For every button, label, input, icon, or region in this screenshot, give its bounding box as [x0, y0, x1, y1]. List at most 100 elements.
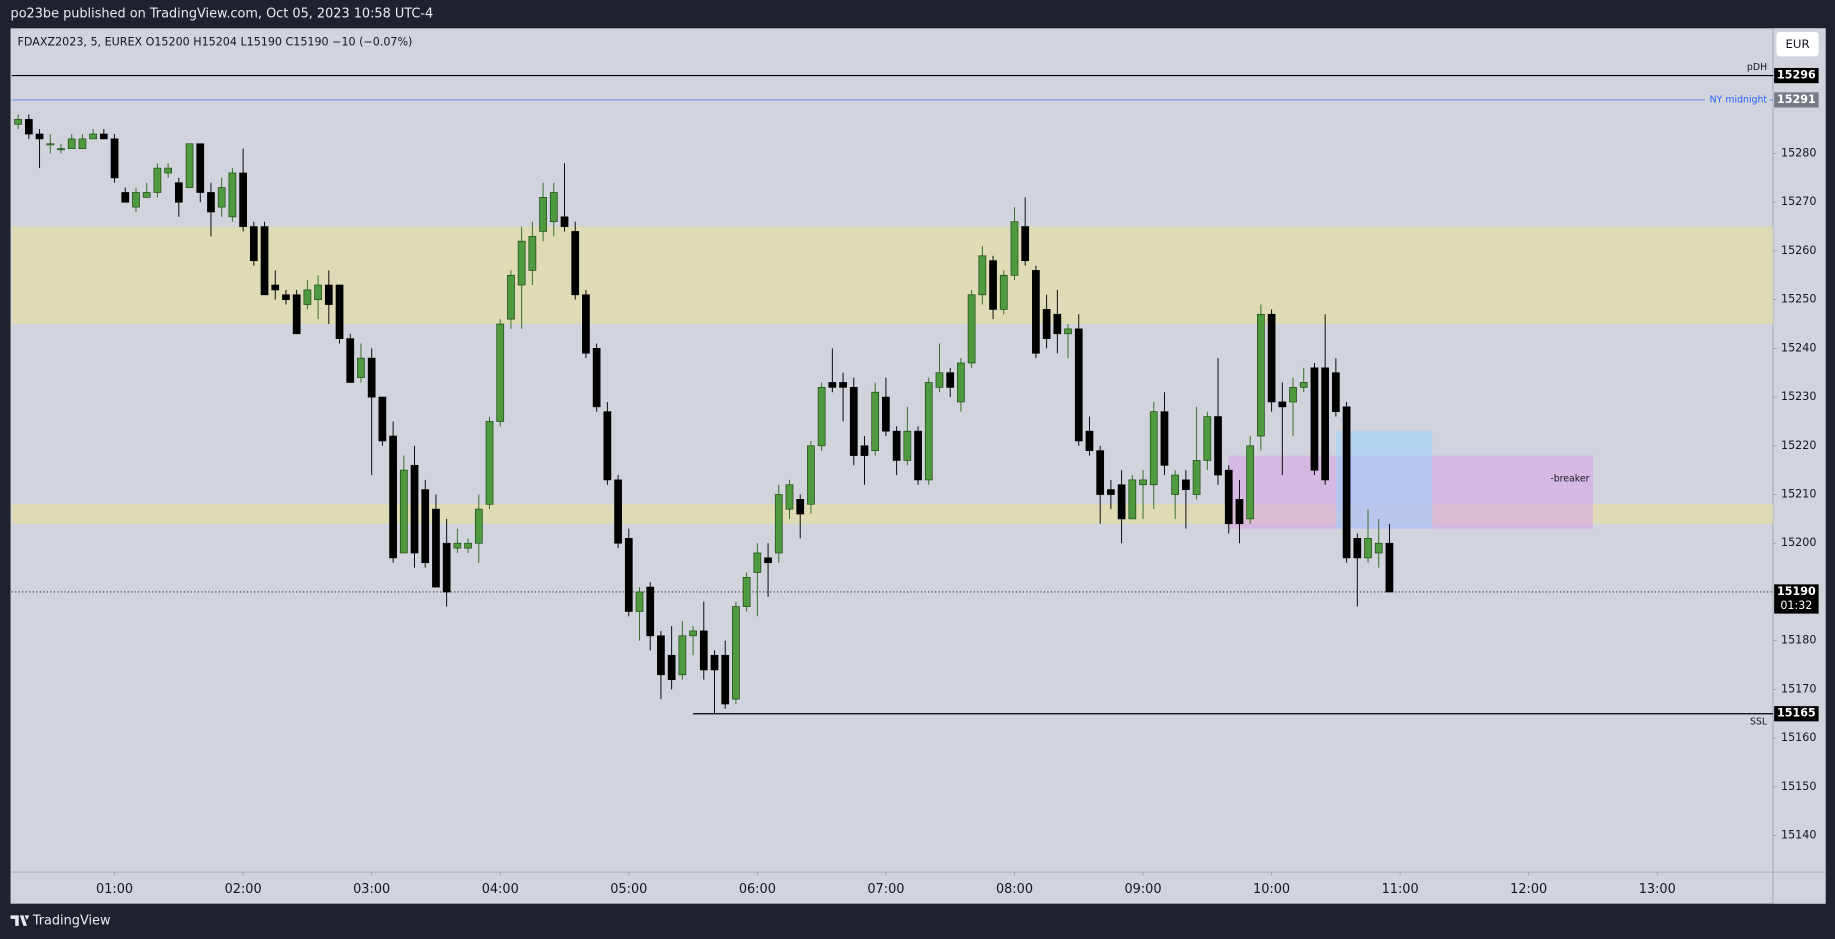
candle-body: [882, 396, 890, 432]
candle-body: [174, 182, 183, 203]
y-tick-label: 15240: [1781, 341, 1816, 354]
price-tag: [1774, 67, 1819, 84]
candle-body: [1353, 538, 1362, 559]
countdown-label: 01:32: [1780, 599, 1812, 612]
candle-body: [1246, 445, 1255, 520]
header-title: po23be published on TradingView.com, Oct…: [11, 7, 434, 22]
candle-body: [699, 630, 708, 671]
candle-body: [549, 192, 558, 223]
candle-body: [978, 255, 987, 296]
x-tick-label: 12:00: [1510, 882, 1547, 897]
candle-body: [667, 654, 676, 680]
candle-body: [785, 484, 794, 510]
x-tick-label: 03:00: [353, 882, 390, 897]
candle-body: [292, 294, 301, 335]
candle-body: [46, 143, 55, 146]
candle-body: [110, 138, 119, 179]
zones: -breaker: [11, 226, 1773, 529]
candle-body: [132, 192, 140, 208]
candle-body: [389, 435, 397, 559]
price-tag: [1774, 584, 1819, 614]
y-tick-label: 15250: [1781, 293, 1816, 306]
candle-body: [1032, 270, 1040, 354]
last-price-label: 15190: [1777, 585, 1816, 598]
candle-body: [249, 226, 258, 262]
candle-body: [528, 235, 537, 271]
candle-body: [571, 231, 580, 296]
candles: [14, 114, 1394, 714]
candle-body: [410, 464, 419, 554]
x-tick-label: 04:00: [482, 882, 519, 897]
candle-body: [35, 133, 44, 140]
candle-body: [892, 430, 901, 461]
candle-body: [24, 119, 33, 135]
currency-label[interactable]: EUR: [1786, 37, 1810, 51]
candle-body: [335, 284, 344, 339]
candle-body: [1332, 372, 1340, 413]
candle-body: [67, 138, 76, 149]
candle-body: [539, 196, 547, 232]
x-tick-label: 07:00: [867, 882, 904, 897]
candle-body: [957, 362, 965, 403]
candle-body: [732, 606, 740, 700]
candle-body: [442, 542, 451, 593]
candle-body: [903, 430, 912, 461]
candle-body: [1257, 313, 1265, 437]
candle-body: [1235, 499, 1244, 525]
candle-body: [657, 635, 665, 676]
level-label: pDH: [1747, 62, 1767, 73]
candle-body: [1128, 479, 1137, 520]
candle-body: [1364, 538, 1372, 559]
candle-body: [689, 630, 697, 637]
currency-button[interactable]: [1776, 31, 1819, 57]
candle-body: [432, 508, 440, 588]
candle-body: [1321, 367, 1330, 481]
candle-body: [935, 372, 944, 388]
y-tick-label: 15210: [1781, 488, 1816, 501]
candle-body: [603, 411, 612, 481]
candle-body: [999, 274, 1008, 310]
candle-body: [849, 386, 858, 456]
candle-body: [796, 499, 805, 515]
candle-body: [1171, 474, 1180, 495]
x-tick-label: 11:00: [1382, 882, 1419, 897]
price-axis: [1772, 28, 1826, 904]
candle-body: [57, 148, 65, 151]
symbol-legend: FDAXZ2023, 5, EUREX O15200 H15204 L15190…: [18, 35, 413, 48]
candle-body: [1107, 489, 1115, 495]
x-tick-label: 02:00: [225, 882, 262, 897]
candle-body: [967, 294, 976, 364]
candle-body: [453, 542, 462, 549]
footer-logo: [10, 915, 30, 926]
candle-body: [614, 479, 622, 544]
candle-body: [239, 172, 247, 227]
y-tick-label: 15200: [1781, 536, 1816, 549]
candle-body: [228, 172, 237, 218]
y-tick-label: 15270: [1781, 195, 1816, 208]
logo-icon: [10, 915, 30, 926]
candle-body: [282, 294, 290, 301]
candle-body: [399, 469, 408, 554]
candle-body: [871, 391, 880, 452]
candle-body: [710, 654, 719, 671]
candle-body: [1224, 469, 1233, 525]
y-tick-label: 15220: [1781, 439, 1816, 452]
price-tag-label: 15291: [1777, 93, 1816, 106]
candle-body: [1010, 221, 1019, 276]
x-tick-label: 01:00: [96, 882, 133, 897]
y-tick-label: 15230: [1781, 390, 1816, 403]
candle-body: [924, 382, 933, 481]
candle-body: [164, 167, 172, 174]
candle-body: [303, 289, 312, 305]
candle-body: [260, 226, 269, 296]
candle-body: [1374, 542, 1383, 554]
x-tick-label: 09:00: [1124, 882, 1161, 897]
levels: pDH NY midnight SSL: [11, 62, 1773, 727]
candle-body: [989, 260, 997, 310]
candle-body: [1149, 411, 1158, 486]
y-tick-label: 15260: [1781, 244, 1816, 257]
candle-body: [89, 133, 97, 140]
x-tick-label: 08:00: [996, 882, 1033, 897]
candle-body: [828, 382, 837, 388]
candle-body: [99, 133, 108, 140]
